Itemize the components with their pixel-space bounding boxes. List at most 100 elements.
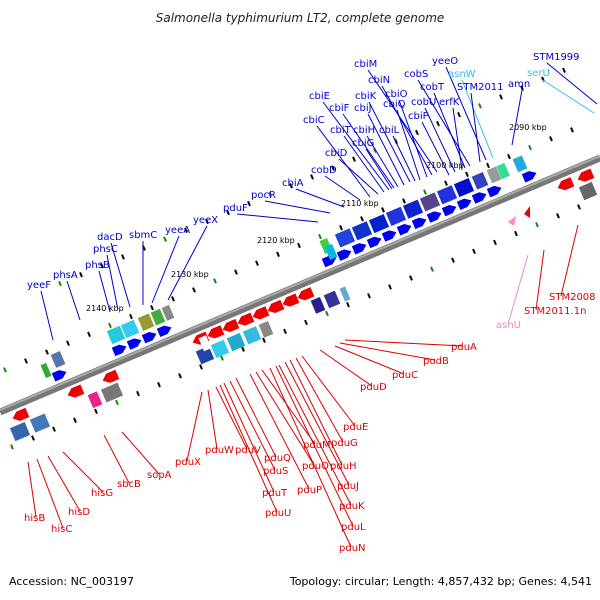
forward-gene-block <box>453 178 475 198</box>
gene-label-sbcB: sbcB <box>117 479 141 490</box>
forward-gene-block <box>419 192 441 212</box>
tick-dot <box>220 355 224 361</box>
reverse-gene-block <box>87 391 103 409</box>
tick-dot <box>58 280 62 287</box>
forward-gene-block-shape <box>120 319 140 339</box>
gene-label-cbiN: cbiN <box>368 75 390 86</box>
leader-hisG <box>62 451 104 493</box>
gene-label-pduX: pduX <box>175 457 201 468</box>
forward-gene-block-shape <box>137 313 155 331</box>
tick-label-2140: 2140 kbp <box>86 304 124 313</box>
tick-dot <box>24 358 28 364</box>
leader-pduM <box>261 369 316 445</box>
reverse-gene-arrow <box>12 407 30 421</box>
leader-cbiE <box>322 101 390 191</box>
gene-label-hisC: hisC <box>51 524 72 535</box>
tick-dot <box>514 230 518 237</box>
reverse-gene-arrow <box>207 325 225 339</box>
leader-pduO <box>255 371 315 466</box>
reverse-gene-arrow-shape <box>102 369 120 383</box>
gene-label-pduW: pduW <box>205 445 234 456</box>
tick-dot <box>577 204 581 210</box>
tick-dot <box>115 399 119 406</box>
forward-gene-block <box>385 206 407 226</box>
forward-gene-arrow-shape <box>336 249 352 261</box>
gene-label-cbiE: cbiE <box>309 91 330 102</box>
tick-dot <box>444 180 448 186</box>
reverse-gene-block-shape <box>578 181 598 201</box>
tick-dot <box>549 136 553 142</box>
leader-phsC <box>106 254 119 311</box>
leader-STM2011.1n <box>535 249 545 311</box>
reverse-gene-arrow <box>252 306 270 320</box>
leader-cbiF <box>342 113 395 189</box>
tick-dot <box>199 364 203 370</box>
leader-cbiH <box>366 135 399 188</box>
gene-label-hisB: hisB <box>24 513 45 524</box>
leader-serU <box>540 78 595 114</box>
gene-label-asnW: asnW <box>448 69 476 80</box>
tick-dot <box>486 162 490 169</box>
forward-gene-arrow-shape <box>486 185 502 198</box>
tick-dot <box>184 227 188 233</box>
leader-pduV <box>215 386 248 450</box>
reverse-gene-block <box>323 290 341 309</box>
tick-dot <box>136 390 140 397</box>
gene-label-pduV: pduV <box>235 445 261 456</box>
tick-label-2130: 2130 kbp <box>171 270 209 279</box>
reverse-gene-arrow-shape <box>237 312 255 326</box>
leader-pduP <box>249 373 310 490</box>
forward-gene-block-shape <box>368 213 390 234</box>
forward-gene-block <box>496 162 510 180</box>
reverse-gene-arrow <box>577 168 595 182</box>
leader-pduN <box>269 367 352 548</box>
reverse-gene-arrow-shape <box>222 318 240 333</box>
forward-gene-block <box>368 213 390 234</box>
genome-backbone-highlight <box>0 155 600 411</box>
label-leaders <box>27 62 598 548</box>
leader-cbiD <box>338 158 379 195</box>
tick-dot <box>499 94 503 100</box>
tick-dot <box>415 129 419 136</box>
tick-dot <box>436 120 440 127</box>
tick-dot <box>325 310 329 317</box>
forward-gene-block <box>402 199 424 219</box>
forward-gene-arrow <box>426 211 442 223</box>
tick-dot <box>87 331 91 338</box>
gene-label-pduG: pduG <box>331 438 358 449</box>
gene-label-pduN: pduN <box>339 543 366 554</box>
forward-gene-arrow-shape <box>411 217 427 230</box>
tick-dot <box>10 444 14 450</box>
tick-dot <box>402 198 406 204</box>
tick-dot <box>289 183 293 189</box>
forward-gene-block-shape <box>351 221 373 241</box>
forward-gene-block-shape <box>486 166 502 184</box>
gene-label-STM2008: STM2008 <box>549 292 596 303</box>
leader-cobU <box>424 107 456 173</box>
forward-gene-arrow-shape <box>141 331 157 344</box>
genome-summary-text: Topology: circular; Length: 4,857,432 bp… <box>289 575 592 588</box>
gene-label-serU: serU <box>527 68 550 79</box>
tick-label-2100: 2100 kbp <box>426 161 464 170</box>
forward-gene-arrow-shape <box>471 192 487 204</box>
tick-dot <box>507 153 511 160</box>
reverse-gene-arrow-shape <box>577 168 595 182</box>
forward-gene-arrow-shape <box>381 230 397 242</box>
gene-label-pduQ: pduQ <box>264 453 291 464</box>
tick-dot <box>520 85 524 91</box>
forward-gene-block <box>351 221 373 241</box>
tick-dot <box>66 340 70 346</box>
forward-gene-arrow-shape <box>521 171 537 183</box>
gene-label-cobT: cobT <box>420 82 445 93</box>
tick-dot <box>283 328 287 335</box>
leader-pduW <box>207 389 218 450</box>
gene-label-pduO: pduO <box>302 461 329 472</box>
gene-label-yeeA: yeeA <box>165 225 190 236</box>
reverse-gene-block <box>242 326 262 345</box>
tick-dot <box>430 266 434 272</box>
reverse-gene-block-shape <box>242 326 262 345</box>
reverse-gene-arrow <box>297 287 315 301</box>
forward-gene-arrow <box>486 185 502 198</box>
gene-label-cbiJ: cbiJ <box>354 103 372 114</box>
reverse-gene-arrow <box>237 312 255 326</box>
